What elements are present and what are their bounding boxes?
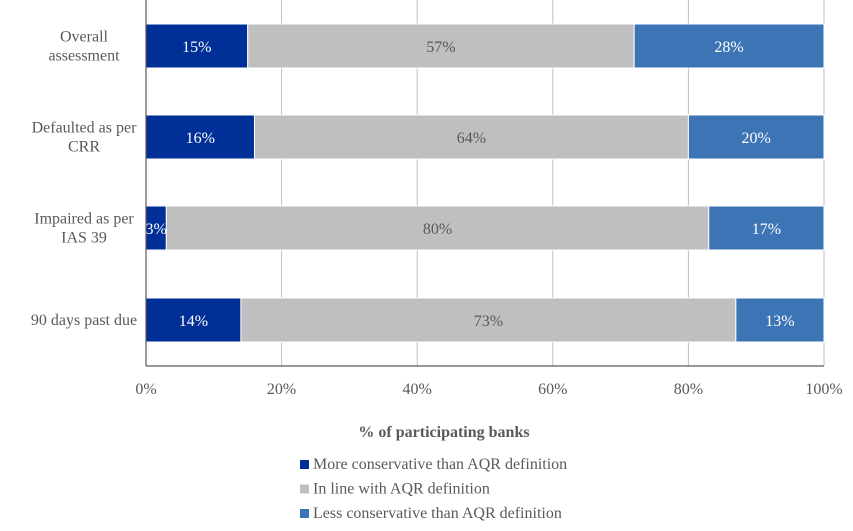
data-label: 20% <box>742 130 771 147</box>
category-label: Overall <box>60 29 109 46</box>
data-label: 64% <box>457 130 486 147</box>
data-label: 16% <box>186 130 215 147</box>
category-label: CRR <box>68 139 100 156</box>
data-label: 80% <box>423 221 452 238</box>
legend-item-label: In line with AQR definition <box>313 481 490 498</box>
bar-segment <box>735 297 825 343</box>
bar-segment <box>633 23 825 69</box>
bar-segment <box>247 23 635 69</box>
bars: 15% 57% 28% 16% 64% 20% 3% 80% 17% 14% 73% 13% <box>145 23 825 343</box>
bar-segment <box>145 297 242 343</box>
legend-swatch <box>300 484 309 494</box>
data-label: 3% <box>146 221 167 238</box>
legend-item-label: Less conservative than AQR definition <box>313 505 562 522</box>
bar-segment <box>708 205 825 251</box>
x-axis-title: % of participating banks <box>358 424 529 441</box>
bar-segment <box>145 23 249 69</box>
bar-segment <box>145 114 255 160</box>
x-tick-label: 0% <box>135 381 156 398</box>
legend-item-label: More conservative than AQR definition <box>313 456 567 473</box>
data-label: 73% <box>474 313 503 330</box>
x-tick-labels: 0% 20% 40% 60% 80% 100% <box>135 381 842 398</box>
data-label: 13% <box>765 313 794 330</box>
data-label: 57% <box>426 39 455 56</box>
x-tick-label: 40% <box>403 381 432 398</box>
legend-swatch <box>300 509 309 518</box>
category-label: Impaired as per <box>34 211 134 228</box>
legend-swatch <box>300 460 309 469</box>
bar-segment <box>687 114 825 160</box>
axes <box>145 0 824 367</box>
x-tick-label: 80% <box>674 381 703 398</box>
category-label: Defaulted as per <box>32 120 138 137</box>
data-label: 14% <box>179 313 208 330</box>
data-label: 15% <box>182 39 211 56</box>
data-label: 17% <box>752 221 781 238</box>
bar-segment <box>253 114 689 160</box>
data-label: 28% <box>714 39 743 56</box>
category-labels: Overall assessment Defaulted as per CRR Impa… <box>31 29 137 330</box>
category-label: assessment <box>48 48 120 65</box>
bar-segment <box>165 205 710 251</box>
x-tick-label: 100% <box>805 381 842 398</box>
category-label: IAS 39 <box>61 230 107 247</box>
legend: More conservative than AQR definition In … <box>300 456 567 522</box>
category-label: 90 days past due <box>31 312 137 329</box>
x-tick-label: 20% <box>267 381 296 398</box>
x-tick-label: 60% <box>538 381 567 398</box>
